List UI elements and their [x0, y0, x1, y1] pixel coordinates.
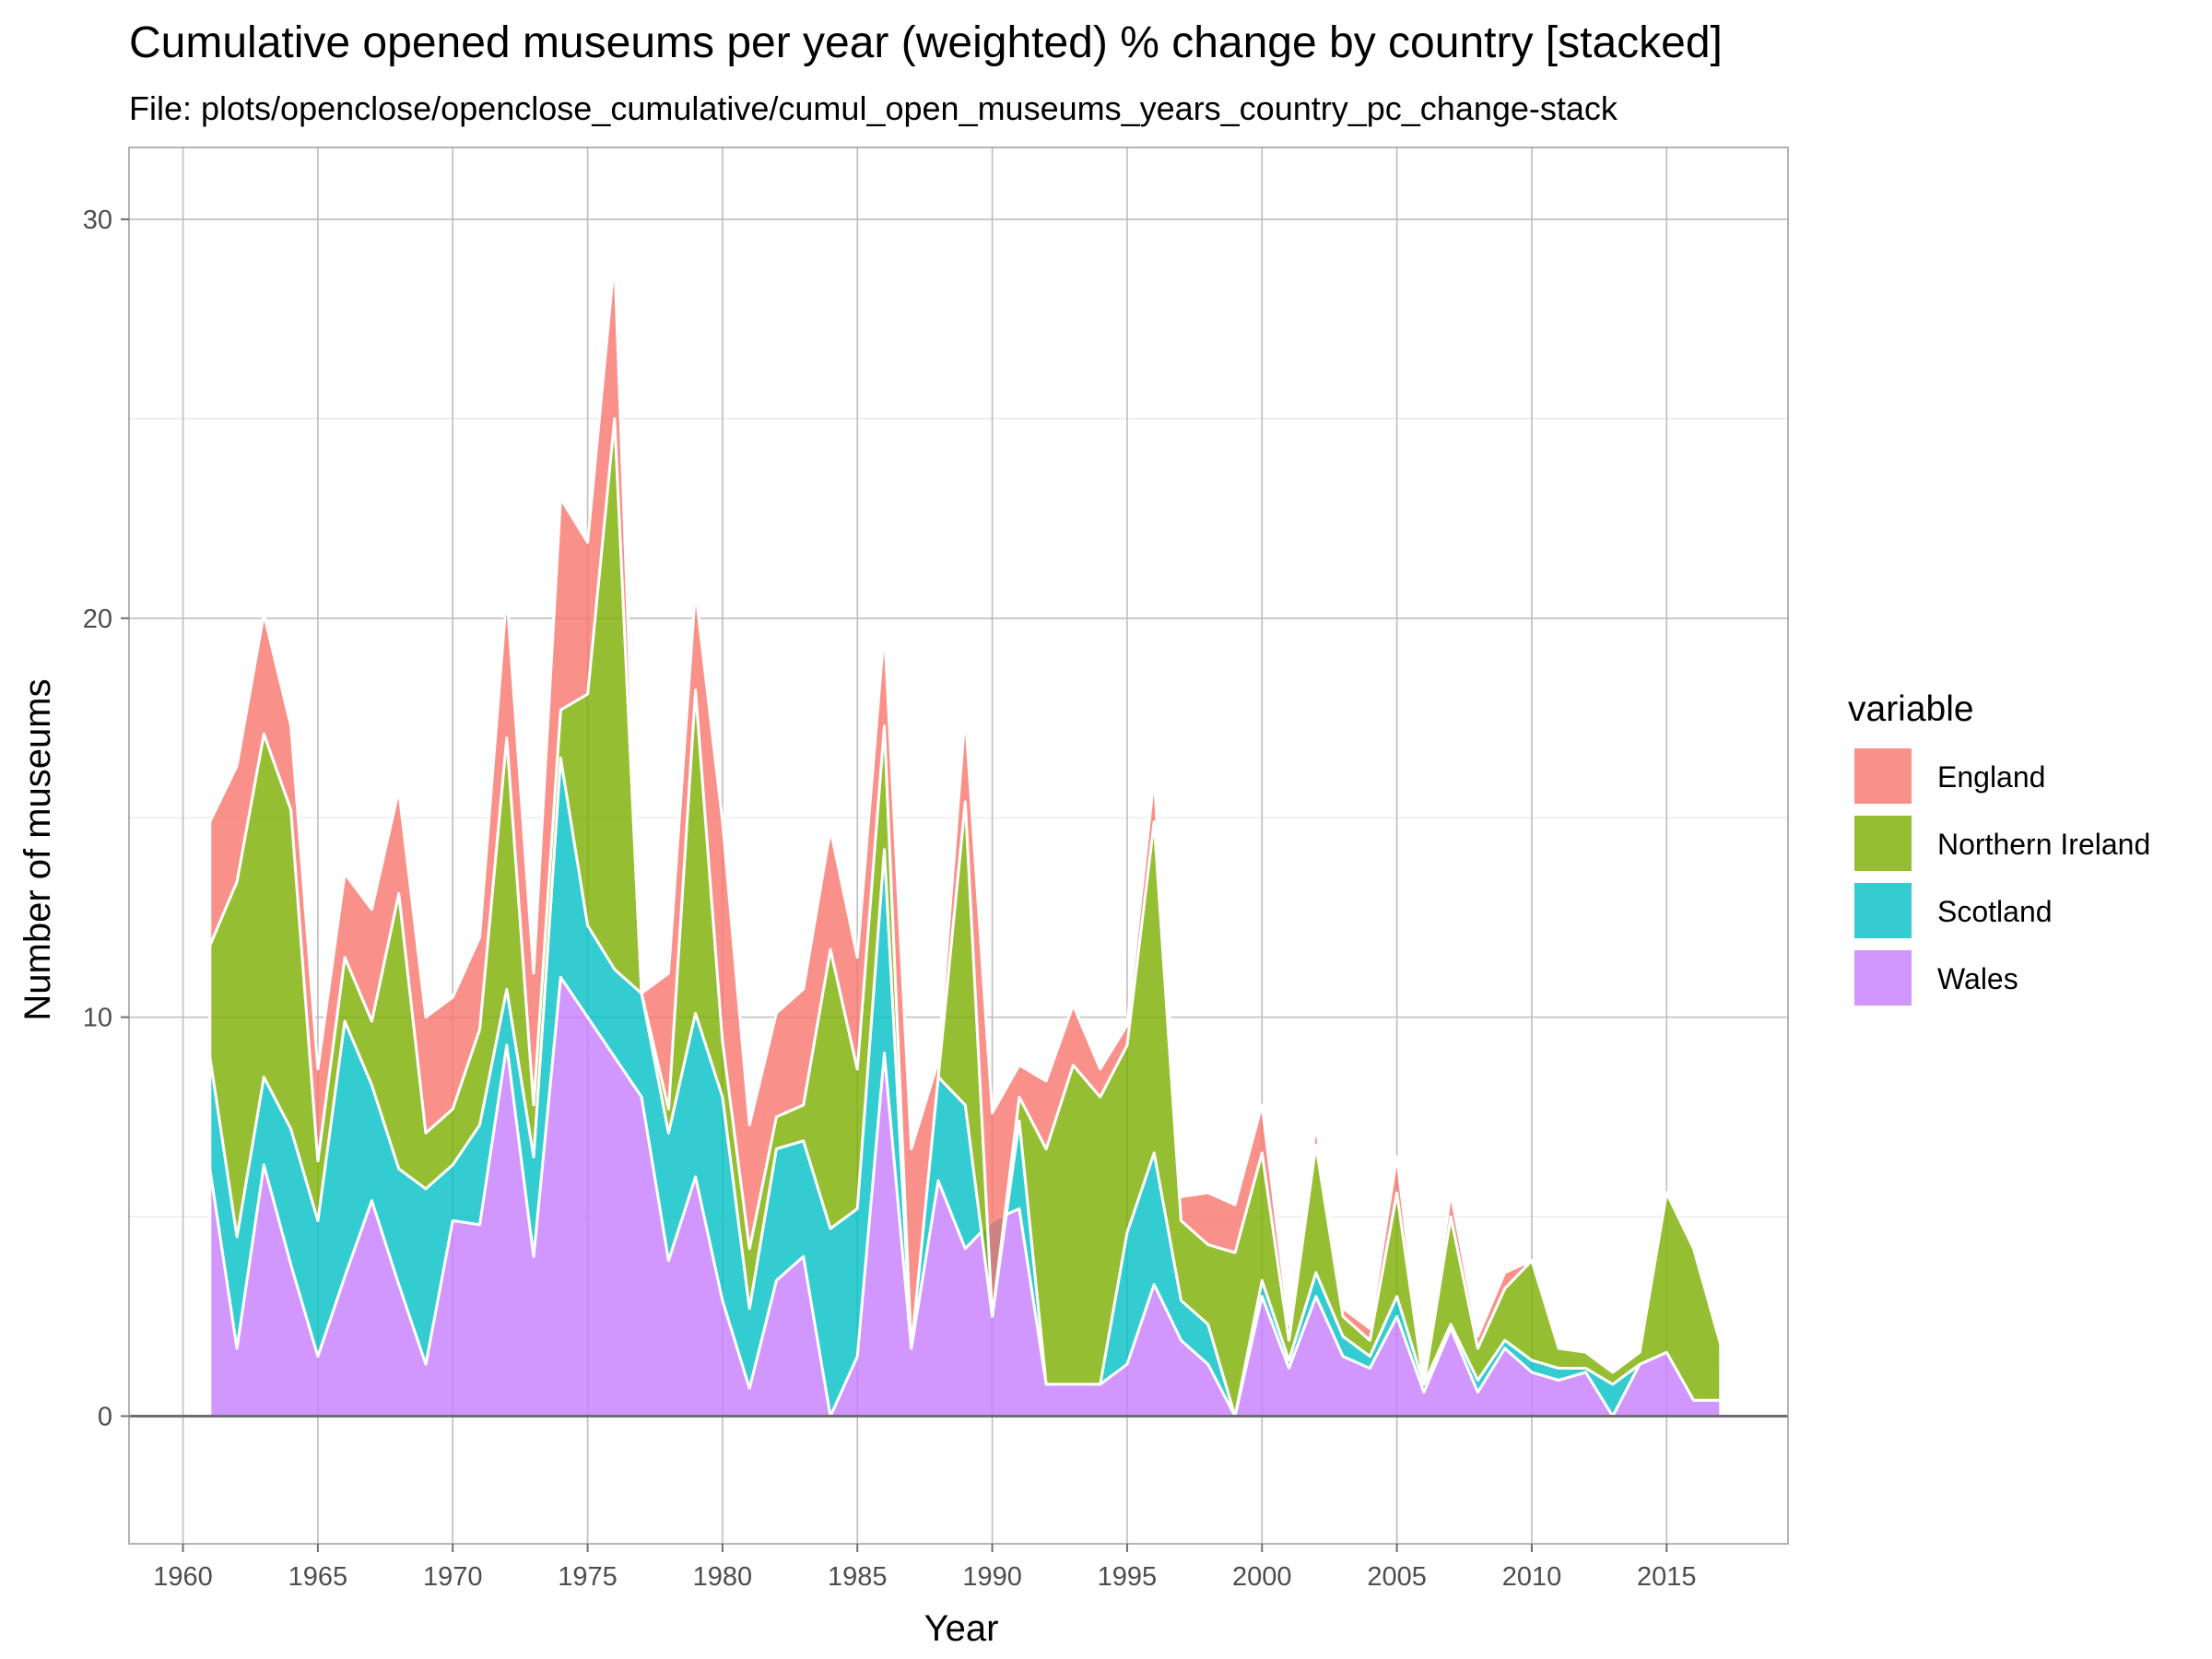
- y-tick-label: 30: [83, 206, 112, 235]
- y-tick-label: 0: [98, 1402, 112, 1431]
- y-tick-label: 10: [83, 1004, 112, 1033]
- x-tick-label: 1990: [962, 1562, 1022, 1592]
- x-axis-title: Year: [924, 1608, 999, 1649]
- x-tick-label: 1980: [693, 1562, 753, 1592]
- legend: variable England Northern Ireland Scotland…: [1848, 689, 2150, 1006]
- legend-label-scotland: Scotland: [1937, 895, 2053, 928]
- x-tick-label: 1960: [153, 1562, 213, 1592]
- legend-label-england: England: [1937, 760, 2045, 794]
- tick-layer: 1960 1965 1970 1975 1980 1985 1990 1995 2000 2005…: [83, 206, 1697, 1592]
- y-axis-title: Number of museums: [18, 678, 58, 1020]
- x-tick-label: 1970: [423, 1562, 483, 1592]
- area-layer: [208, 257, 1723, 1418]
- y-tick-label: 20: [83, 605, 112, 634]
- x-tick-label: 2005: [1367, 1562, 1427, 1592]
- legend-key-scotland: [1854, 883, 1912, 938]
- x-tick-label: 2000: [1232, 1562, 1292, 1592]
- x-tick-label: 2015: [1637, 1562, 1697, 1592]
- chart-title: Cumulative opened museums per year (weig…: [129, 18, 1723, 67]
- legend-title: variable: [1848, 689, 1974, 729]
- legend-key-england: [1854, 748, 1912, 804]
- panel-border: [128, 147, 1789, 1545]
- x-tick-label: 1985: [828, 1562, 888, 1592]
- x-tick-label: 1965: [288, 1562, 348, 1592]
- legend-items: England Northern Ireland Scotland Wales: [1854, 748, 2150, 1006]
- series-area-england: [208, 257, 1723, 1386]
- legend-key-wales: [1854, 950, 1912, 1006]
- x-tick-label: 2010: [1502, 1562, 1562, 1592]
- legend-key-northern-ireland: [1854, 816, 1912, 871]
- x-tick-label: 1975: [558, 1562, 618, 1592]
- legend-label-northern-ireland: Northern Ireland: [1937, 828, 2150, 861]
- x-tick-label: 1995: [1098, 1562, 1158, 1592]
- legend-label-wales: Wales: [1937, 962, 2018, 995]
- chart-subtitle: File: plots/openclose/openclose_cumulati…: [129, 89, 1618, 127]
